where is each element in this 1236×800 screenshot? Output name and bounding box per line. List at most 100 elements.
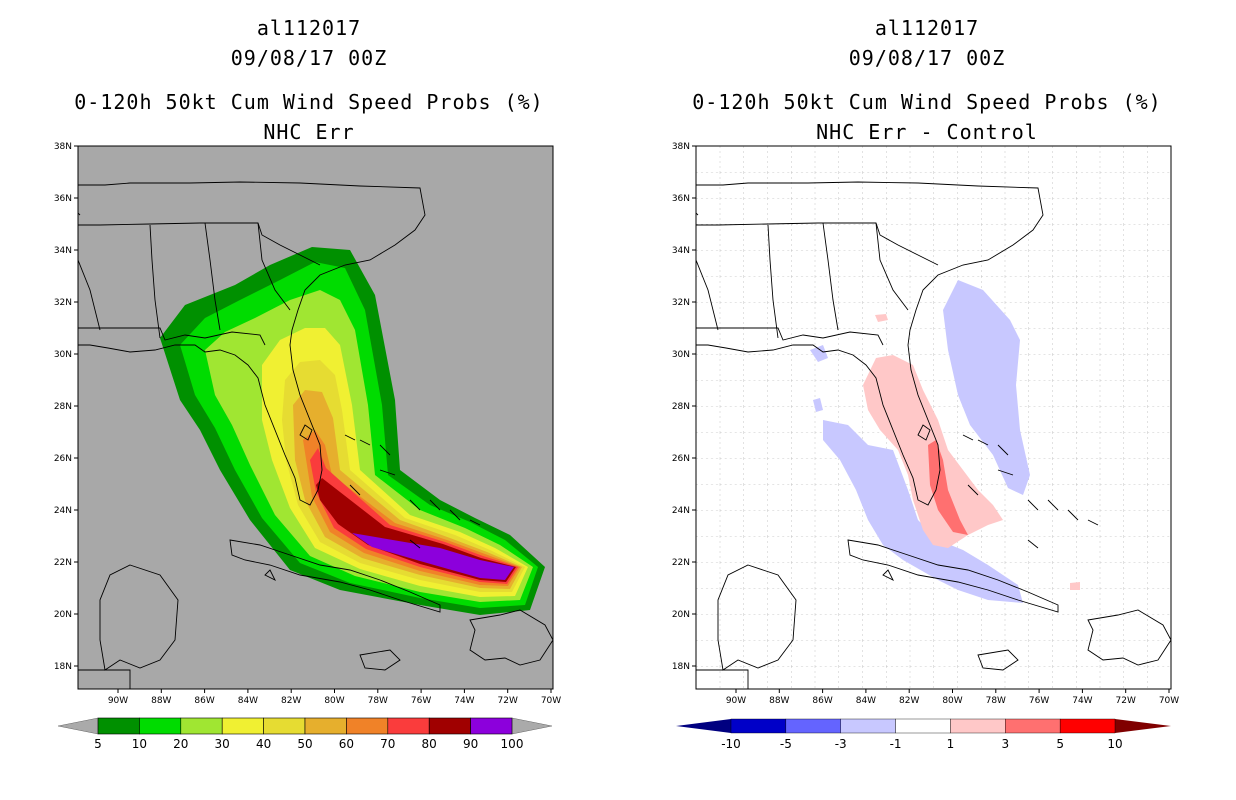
colorbar-label: 70 — [380, 737, 395, 751]
lon-label: 90W — [108, 696, 128, 706]
lon-axis: 90W 88W 86W 84W 82W 80W 78W 76W 74W 72W 70W — [726, 689, 1179, 706]
subtitle: NHC Err - Control — [816, 120, 1038, 144]
colorbar-swatch — [895, 718, 951, 734]
colorbar-label: 10 — [1107, 737, 1122, 751]
diff-neg-3 — [810, 345, 828, 362]
lon-label: 76W — [411, 696, 431, 706]
map-frame — [695, 145, 1172, 690]
colorbar: -10 -5 -3 -1 1 3 5 10 — [676, 718, 1171, 751]
diff-neg-2 — [823, 420, 1023, 603]
datetime-title: 09/08/17 00Z — [230, 46, 388, 70]
colorbar-label: 90 — [463, 737, 478, 751]
colorbar-swatch — [263, 717, 306, 735]
lat-label: 38N — [54, 142, 72, 152]
datetime-title: 09/08/17 00Z — [848, 46, 1006, 70]
storm-id-title: al112017 — [256, 16, 362, 40]
lat-label: 22N — [54, 558, 72, 568]
lon-label: 78W — [368, 696, 388, 706]
probability-field — [78, 181, 553, 689]
colorbar-swatch — [221, 717, 264, 735]
lat-label: 20N — [54, 610, 72, 620]
lon-label: 88W — [151, 696, 171, 706]
lat-label: 36N — [54, 194, 72, 204]
lat-label: 26N — [672, 454, 690, 464]
colorbar-label: 3 — [1001, 737, 1009, 751]
lon-label: 72W — [498, 696, 518, 706]
lat-axis: 38N 36N 34N 32N 30N 28N 26N 24N 22N 20N 18N — [672, 142, 696, 672]
colorbar-swatch — [1059, 718, 1116, 734]
storm-id-title: al112017 — [874, 16, 980, 40]
lon-label: 76W — [1029, 696, 1049, 706]
lat-label: 32N — [54, 298, 72, 308]
lat-label: 34N — [672, 246, 690, 256]
colorbar-end-right — [1115, 719, 1171, 733]
colorbar-label: 100 — [501, 737, 524, 751]
lon-label: 70W — [1159, 696, 1179, 706]
colorbar-swatch — [139, 717, 182, 735]
colorbar-label: 5 — [1056, 737, 1064, 751]
colorbar-label: -1 — [890, 737, 902, 751]
lat-label: 28N — [672, 402, 690, 412]
lat-label: 38N — [672, 142, 690, 152]
colorbar-swatch — [97, 717, 140, 735]
lon-axis: 90W 88W 86W 84W 82W 80W 78W 76W 74W 72W 70W — [108, 689, 561, 706]
diff-neg-1 — [943, 280, 1030, 495]
subtitle: NHC Err — [263, 120, 355, 144]
colorbar-label: 1 — [947, 737, 955, 751]
lat-label: 34N — [54, 246, 72, 256]
lat-label: 24N — [54, 506, 72, 516]
prob-90 — [352, 533, 514, 580]
product-title: 0-120h 50kt Cum Wind Speed Probs (%) — [74, 90, 544, 114]
diff-neg-4 — [813, 398, 823, 412]
colorbar-end-left — [57, 717, 99, 735]
lat-label: 26N — [54, 454, 72, 464]
difference-field — [696, 181, 1171, 689]
lat-label: 32N — [672, 298, 690, 308]
diff-pos-3 — [875, 314, 888, 322]
colorbar-label: -5 — [780, 737, 792, 751]
lon-label: 82W — [281, 696, 301, 706]
colorbar-swatch — [730, 718, 787, 734]
colorbar-label: -3 — [835, 737, 847, 751]
colorbar-label: -10 — [721, 737, 741, 751]
colorbar-label: 20 — [173, 737, 188, 751]
lon-label: 72W — [1116, 696, 1136, 706]
coastlines — [696, 181, 1171, 689]
colorbar-swatch — [785, 718, 841, 734]
lon-label: 74W — [454, 696, 474, 706]
colorbar-end-left — [676, 719, 731, 733]
colorbar-label: 80 — [422, 737, 437, 751]
colorbar-end-right — [511, 717, 553, 735]
colorbar: 5 10 20 30 40 50 60 70 80 90 100 — [57, 717, 553, 751]
right-map-panel: al112017 09/08/17 00Z 0-120h 50kt Cum Wi… — [618, 0, 1236, 800]
lon-label: 90W — [726, 696, 746, 706]
diff-pos-2 — [928, 440, 968, 535]
right-map-svg: 38N 36N 34N 32N 30N 28N 26N 24N 22N 20N 18N 90W 88W… — [672, 142, 1179, 751]
lon-label: 84W — [238, 696, 258, 706]
lon-label: 78W — [986, 696, 1006, 706]
lon-label: 74W — [1072, 696, 1092, 706]
diff-pos-4 — [1070, 582, 1080, 590]
left-map-panel: al112017 09/08/17 00Z 0-120h 50kt Cum Wi… — [54, 16, 561, 751]
lat-label: 30N — [54, 350, 72, 360]
colorbar-swatch — [840, 718, 896, 734]
lon-label: 84W — [856, 696, 876, 706]
lat-axis: 38N 36N 34N 32N 30N 28N 26N 24N 22N 20N 18N — [54, 142, 78, 672]
lon-label: 86W — [194, 696, 214, 706]
product-title: 0-120h 50kt Cum Wind Speed Probs (%) — [692, 90, 1162, 114]
lat-label: 18N — [672, 662, 690, 672]
colorbar-swatch — [470, 717, 513, 735]
lat-label: 28N — [54, 402, 72, 412]
lat-label: 22N — [672, 558, 690, 568]
left-map-svg: 38N 36N 34N 32N 30N 28N 26N 24N 22N 20N 18N 90W 88W… — [54, 142, 561, 751]
prob-70 — [310, 448, 518, 584]
lat-label: 18N — [54, 662, 72, 672]
lat-label: 20N — [672, 610, 690, 620]
lat-label: 36N — [672, 194, 690, 204]
colorbar-label: 10 — [132, 737, 147, 751]
colorbar-swatch — [346, 717, 389, 735]
lat-label: 30N — [672, 350, 690, 360]
colorbar-swatch — [1005, 718, 1061, 734]
lon-label: 82W — [899, 696, 919, 706]
colorbar-label: 50 — [297, 737, 312, 751]
